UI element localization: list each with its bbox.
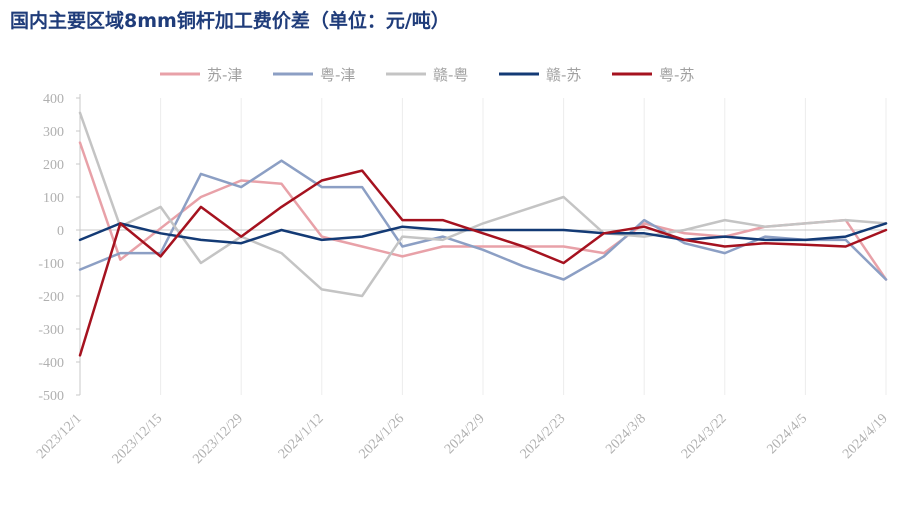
x-tick-label: 2023/12/29 <box>190 411 246 467</box>
y-tick-label: 200 <box>43 158 64 173</box>
x-tick-label: 2024/4/19 <box>840 411 891 462</box>
x-tick-labels: 2023/12/1 2023/12/15 2023/12/29 2024/1/12 20… <box>34 411 891 467</box>
x-tick-label: 2023/12/1 <box>34 411 85 462</box>
series-lines <box>78 111 888 357</box>
y-tick-label: 0 <box>57 224 64 239</box>
y-tick-label: -200 <box>38 290 64 305</box>
series-line-粤-津 <box>78 159 888 281</box>
y-tick-label: 400 <box>43 92 64 107</box>
x-tick-label: 2024/1/26 <box>356 411 407 462</box>
x-tick-label: 2024/3/8 <box>603 411 649 457</box>
legend-label: 赣-苏 <box>546 66 581 84</box>
legend-label: 苏-津 <box>207 66 242 84</box>
series-line-粤-苏 <box>78 169 888 357</box>
y-tick-label: -500 <box>38 389 64 404</box>
y-tick-label: 300 <box>43 125 64 140</box>
series-line-赣-粤 <box>78 111 888 298</box>
y-tick-label: -100 <box>38 257 64 272</box>
series-line-苏-津 <box>78 141 888 281</box>
x-tick-label: 2024/1/12 <box>276 411 327 462</box>
x-tick-label: 2024/3/22 <box>679 411 730 462</box>
x-tick-label: 2024/2/23 <box>518 411 569 462</box>
series-line-赣-苏 <box>78 222 888 245</box>
y-tick-label: -300 <box>38 323 64 338</box>
y-tick-label: -400 <box>38 356 64 371</box>
x-tick-label: 2024/2/9 <box>442 411 488 457</box>
legend-label: 粤-苏 <box>659 66 694 84</box>
legend-label: 赣-粤 <box>433 66 468 84</box>
x-tick-label: 2024/4/5 <box>764 411 810 457</box>
y-tick-label: 100 <box>43 191 64 206</box>
legend: 苏-津 粤-津 赣-粤 赣-苏 粤-苏 <box>160 66 694 84</box>
x-tick-label: 2023/12/15 <box>110 411 166 467</box>
legend-label: 粤-津 <box>320 66 355 84</box>
y-tick-labels: 400 300 200 100 0 -100 -200 -300 -400 -500 <box>38 92 80 404</box>
chart-title: 国内主要区域8mm铜杆加工费价差（单位：元/吨） <box>10 10 450 32</box>
